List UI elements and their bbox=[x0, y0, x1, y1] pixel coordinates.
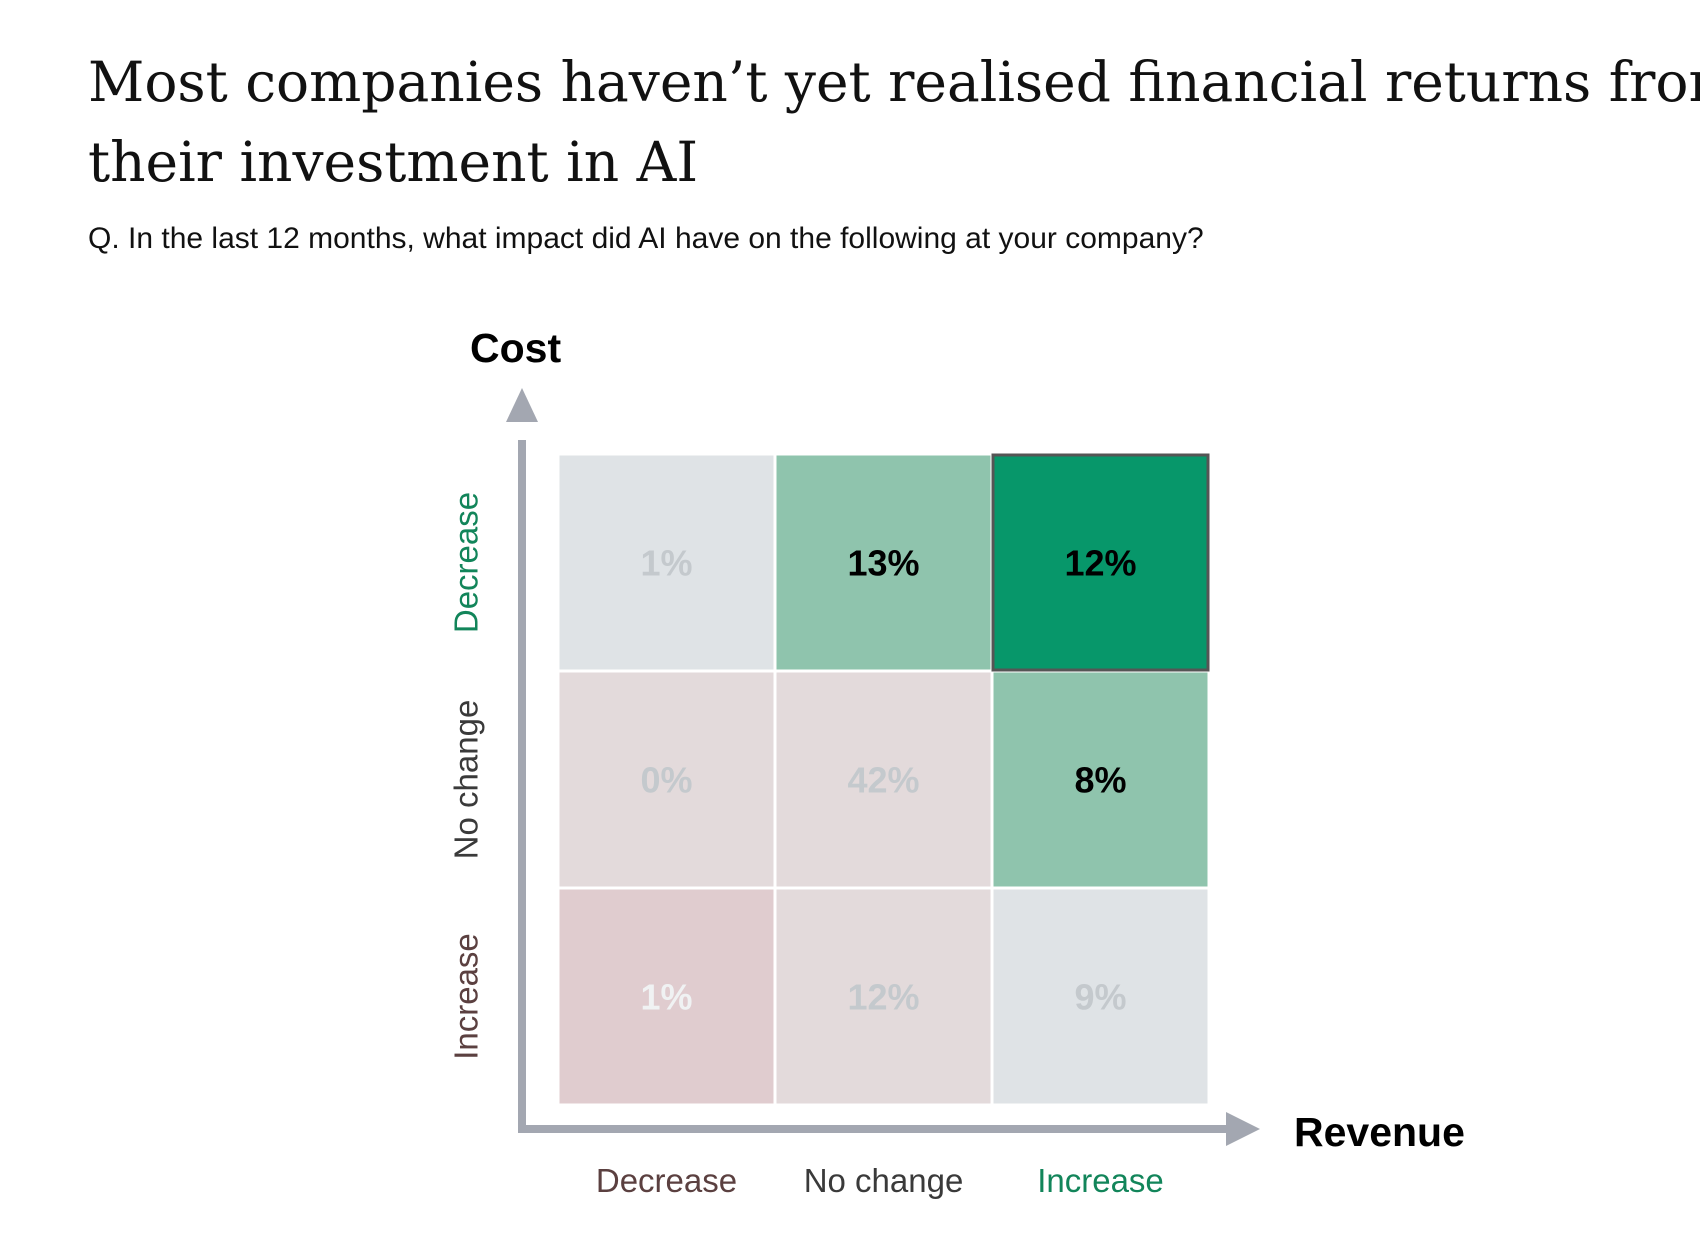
x-tick-label-no-change: No change bbox=[804, 1162, 964, 1199]
highlighted-cell-outline bbox=[991, 453, 1210, 672]
heatmap-cell-value-label: 0% bbox=[640, 760, 692, 801]
heatmap-cell-value-label: 9% bbox=[1074, 977, 1126, 1018]
y-tick-label-no-change: No change bbox=[448, 700, 485, 860]
x-tick-label-increase: Increase bbox=[1037, 1162, 1164, 1199]
heatmap-cell-value-label: 12% bbox=[847, 977, 919, 1018]
x-tick-label-decrease: Decrease bbox=[596, 1162, 737, 1199]
heatmap-cell-value-label: 13% bbox=[847, 543, 919, 584]
heatmap-cell-value-label: 12% bbox=[1064, 543, 1136, 584]
y-tick-label-increase: Increase bbox=[448, 933, 485, 1060]
heatmap-cell-cost-decrease-revenue-decrease bbox=[556, 452, 777, 673]
heatmap-cell-value-label: 42% bbox=[847, 760, 919, 801]
heatmap-cell-value-label: 8% bbox=[1074, 760, 1126, 801]
chart-title: Most companies haven’t yet realised fina… bbox=[88, 42, 1700, 202]
heatmap-cell-value-label: 1% bbox=[640, 977, 692, 1018]
heatmap-cell-cost-increase-revenue-increase bbox=[990, 886, 1211, 1107]
heatmap-cell-value-label: 1% bbox=[640, 543, 692, 584]
heatmap-cells: 1% 13% 12% 0% 42% 8% 1% 12% 9% bbox=[556, 452, 1211, 1107]
y-tick-label-decrease: Decrease bbox=[448, 492, 485, 633]
chart-title-line-1: Most companies haven’t yet realised fina… bbox=[88, 50, 1700, 114]
y-category-labels: Decrease No change Increase bbox=[448, 492, 485, 1060]
x-category-labels: Decrease No change Increase bbox=[596, 1162, 1164, 1199]
chart-subtitle: Q. In the last 12 months, what impact di… bbox=[88, 222, 1204, 255]
x-axis-arrow bbox=[1226, 1112, 1260, 1146]
heatmap-cell-cost-decrease-revenue-increase bbox=[990, 452, 1211, 673]
axes bbox=[506, 388, 1260, 1146]
x-axis-title: Revenue bbox=[1294, 1109, 1465, 1155]
heatmap-cell-cost-no-change-revenue-no-change bbox=[773, 669, 994, 890]
y-axis-arrow bbox=[506, 388, 538, 422]
y-axis-title: Cost bbox=[470, 325, 561, 371]
heatmap-cell-cost-increase-revenue-decrease bbox=[556, 886, 777, 1107]
chart-title-line-2: their investment in AI bbox=[88, 130, 699, 194]
